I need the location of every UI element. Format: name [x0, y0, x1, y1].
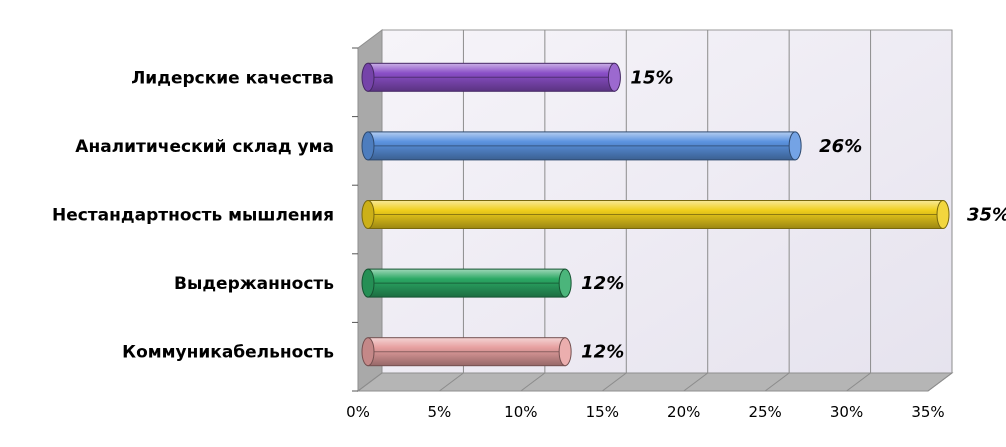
bar	[361, 62, 621, 92]
bar	[361, 131, 802, 161]
bar-base-cap	[361, 131, 375, 161]
x-tick-label: 10%	[504, 403, 537, 421]
x-tick-label: 25%	[748, 403, 781, 421]
floor-gridline	[357, 372, 383, 392]
x-tick-label: 15%	[586, 403, 619, 421]
bar-end-cap	[558, 337, 572, 367]
category-label: Лидерские качества	[131, 68, 334, 88]
bar	[361, 337, 572, 367]
data-labels: 15% 26% 35% 12% 12%	[581, 67, 1006, 362]
x-tick-label: 30%	[830, 403, 863, 421]
bar-end-cap	[788, 131, 802, 161]
x-tick-label: 20%	[667, 403, 700, 421]
bar-end-cap	[558, 268, 572, 298]
data-label: 15%	[630, 67, 673, 88]
floor-gridline	[601, 372, 627, 392]
category-label: Выдержанность	[174, 274, 334, 294]
data-label: 12%	[581, 273, 624, 294]
category-label: Аналитический склад ума	[75, 137, 334, 157]
floor-gridline	[683, 372, 709, 392]
x-tick-label: 35%	[911, 403, 944, 421]
bar-base-cap	[361, 268, 375, 298]
category-labels: Лидерские качества Аналитический склад ум…	[52, 68, 334, 362]
bar-end-cap	[936, 200, 950, 229]
data-label: 12%	[581, 342, 624, 363]
data-label: 26%	[819, 136, 862, 157]
x-tick-label: 0%	[346, 403, 370, 421]
floor-gridline	[439, 372, 464, 392]
bars-group	[361, 62, 950, 367]
bar	[361, 268, 572, 298]
floor	[356, 372, 954, 392]
bar	[361, 200, 950, 229]
data-label: 35%	[967, 205, 1006, 226]
bar-end-cap	[607, 62, 621, 92]
category-label: Коммуникабельность	[122, 343, 334, 363]
bar-base-cap	[361, 337, 375, 367]
floor-gridline	[520, 372, 546, 392]
category-label: Нестандартность мышления	[52, 206, 334, 226]
x-tick-label: 5%	[428, 403, 452, 421]
bar-base-cap	[361, 62, 375, 92]
floor-gridline	[927, 372, 953, 392]
bar-base-cap	[361, 200, 375, 229]
x-tick-labels: 0% 5% 10% 15% 20% 25% 30% 35%	[346, 403, 945, 421]
floor-gridline	[846, 372, 871, 392]
floor-gridline	[764, 372, 790, 392]
